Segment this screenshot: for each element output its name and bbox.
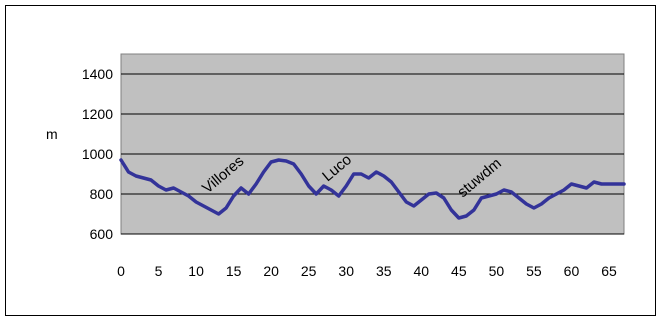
x-tick-label: 30 [338,263,354,279]
x-tick-label: 5 [155,263,163,279]
y-tick-label: 1000 [82,146,113,162]
x-tick-label: 40 [414,263,430,279]
x-tick-label: 50 [489,263,505,279]
x-tick-label: 35 [376,263,392,279]
x-tick-label: 15 [226,263,242,279]
x-tick-label: 60 [564,263,580,279]
y-axis-ticks: 600 800 1000 1200 1400 [82,66,113,242]
x-tick-label: 25 [301,263,317,279]
x-tick-label: 10 [188,263,204,279]
plot-area [120,53,625,235]
y-tick-label: 1400 [82,66,113,82]
y-tick-label: 600 [90,226,114,242]
x-tick-label: 55 [526,263,542,279]
y-axis-label: m [46,126,58,142]
y-tick-label: 800 [90,186,114,202]
y-tick-label: 1200 [82,106,113,122]
x-axis-ticks: 0 5 10 15 20 25 30 35 40 45 50 55 60 65 [117,263,617,279]
x-tick-label: 20 [263,263,279,279]
x-tick-label: 45 [451,263,467,279]
x-tick-label: 65 [601,263,617,279]
x-tick-label: 0 [117,263,125,279]
gridlines [121,73,624,235]
series-line [119,158,626,220]
